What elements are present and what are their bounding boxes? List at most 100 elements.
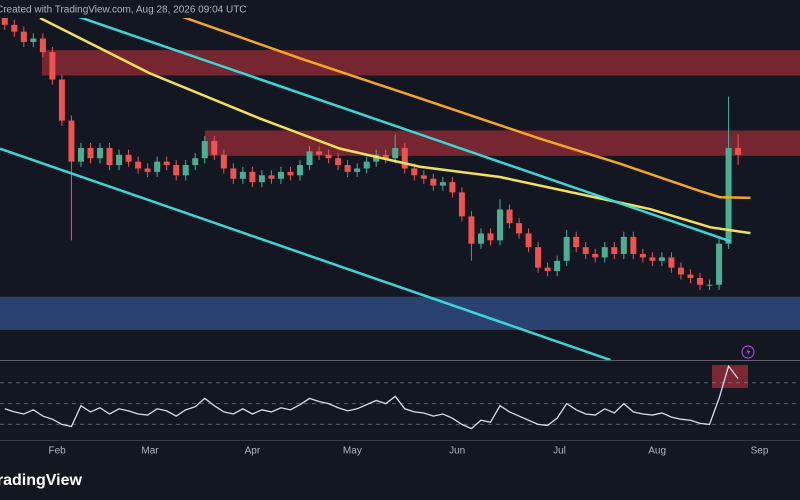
candle-body	[392, 147, 399, 159]
candle-body	[735, 147, 742, 155]
candle-body	[677, 267, 684, 275]
candle-body	[430, 178, 437, 186]
candle-body	[173, 165, 180, 176]
candle-body	[439, 182, 446, 186]
rsi-line	[4, 364, 739, 430]
candle-body	[477, 233, 484, 244]
candle-body	[611, 247, 618, 254]
x-tick-label: Jun	[449, 446, 465, 457]
candle-body	[306, 151, 313, 166]
candle-body	[544, 267, 551, 272]
candle-body	[87, 147, 94, 159]
candle-body	[268, 175, 275, 179]
candle-body	[277, 171, 284, 179]
rsi-pane	[0, 364, 800, 430]
candle-body	[230, 168, 237, 179]
candle-body	[182, 165, 189, 176]
overlay-line	[0, 147, 611, 360]
x-tick-label: Jul	[553, 446, 566, 457]
candle-body	[725, 147, 732, 244]
candle-body	[582, 247, 589, 254]
candle-body	[458, 192, 465, 217]
candle-body	[573, 236, 580, 248]
candle-body	[506, 209, 513, 224]
candle-body	[354, 168, 361, 172]
x-tick-label: Sep	[751, 446, 769, 457]
x-tick-label: Apr	[245, 446, 261, 457]
candle-body	[211, 141, 218, 155]
candle-body	[497, 209, 503, 241]
candle-body	[239, 171, 246, 179]
candle-body	[468, 216, 475, 244]
candle-body	[649, 257, 656, 261]
candle-body	[135, 161, 142, 169]
candle-body	[68, 120, 75, 162]
candle-body	[601, 247, 608, 258]
x-tick-label: May	[343, 446, 362, 457]
candle-body	[125, 154, 132, 162]
candle-body	[525, 233, 532, 248]
candle-body	[1, 18, 8, 25]
candle-body	[697, 277, 703, 285]
overlay-line	[182, 18, 751, 200]
candle-body	[487, 233, 494, 241]
candle-body	[77, 147, 84, 162]
candle-body	[192, 158, 199, 166]
candle-body	[516, 223, 523, 234]
x-tick-label: Mar	[141, 446, 159, 457]
watermark: Created with TradingView.com, Aug 28, 20…	[0, 5, 247, 16]
candle-body	[58, 79, 65, 121]
candle-body	[116, 154, 123, 166]
candle-body	[287, 171, 294, 176]
candle-body	[658, 257, 665, 261]
candle-body	[97, 147, 103, 159]
candle-body	[297, 165, 303, 176]
candle-body	[344, 165, 351, 172]
overlay-line	[78, 18, 731, 243]
candle-body	[563, 236, 570, 261]
candle-body	[220, 154, 227, 169]
candle-body	[630, 236, 637, 254]
candle-body	[411, 168, 418, 176]
candle-body	[401, 147, 408, 169]
candle-body	[592, 253, 599, 258]
zone	[41, 50, 800, 76]
candle-body	[249, 171, 256, 183]
candle-body	[316, 151, 323, 155]
candle-body	[554, 260, 561, 272]
candle-body	[49, 52, 56, 80]
candle-body	[373, 154, 380, 162]
candle-body	[144, 168, 151, 172]
logo: TradingView	[0, 472, 83, 489]
candle-body	[535, 247, 542, 268]
zone	[0, 296, 800, 330]
overbought-highlight	[712, 365, 748, 388]
candle-body	[163, 161, 170, 166]
candle-body	[335, 158, 342, 166]
candle-body	[154, 161, 161, 172]
candle-body	[382, 154, 389, 159]
candle-body	[106, 147, 113, 166]
candle-body	[449, 182, 456, 193]
alert-icon[interactable]	[741, 345, 755, 359]
price-pane	[0, 18, 800, 360]
overlay-line	[39, 18, 751, 235]
candle-body	[201, 141, 208, 159]
candle-body	[639, 253, 646, 258]
candle-body	[20, 31, 27, 42]
candle-body	[716, 243, 723, 285]
candle-body	[706, 284, 713, 286]
candle-body	[39, 38, 46, 53]
x-tick-label: Feb	[49, 446, 67, 457]
candle-body	[363, 161, 370, 169]
candle-body	[420, 175, 427, 179]
zone	[204, 130, 800, 156]
candle-body	[620, 236, 627, 254]
candle-body	[668, 257, 675, 268]
candle-body	[325, 154, 332, 159]
candle-body	[258, 175, 265, 183]
candle-body	[11, 24, 18, 32]
candle-body	[30, 38, 37, 42]
